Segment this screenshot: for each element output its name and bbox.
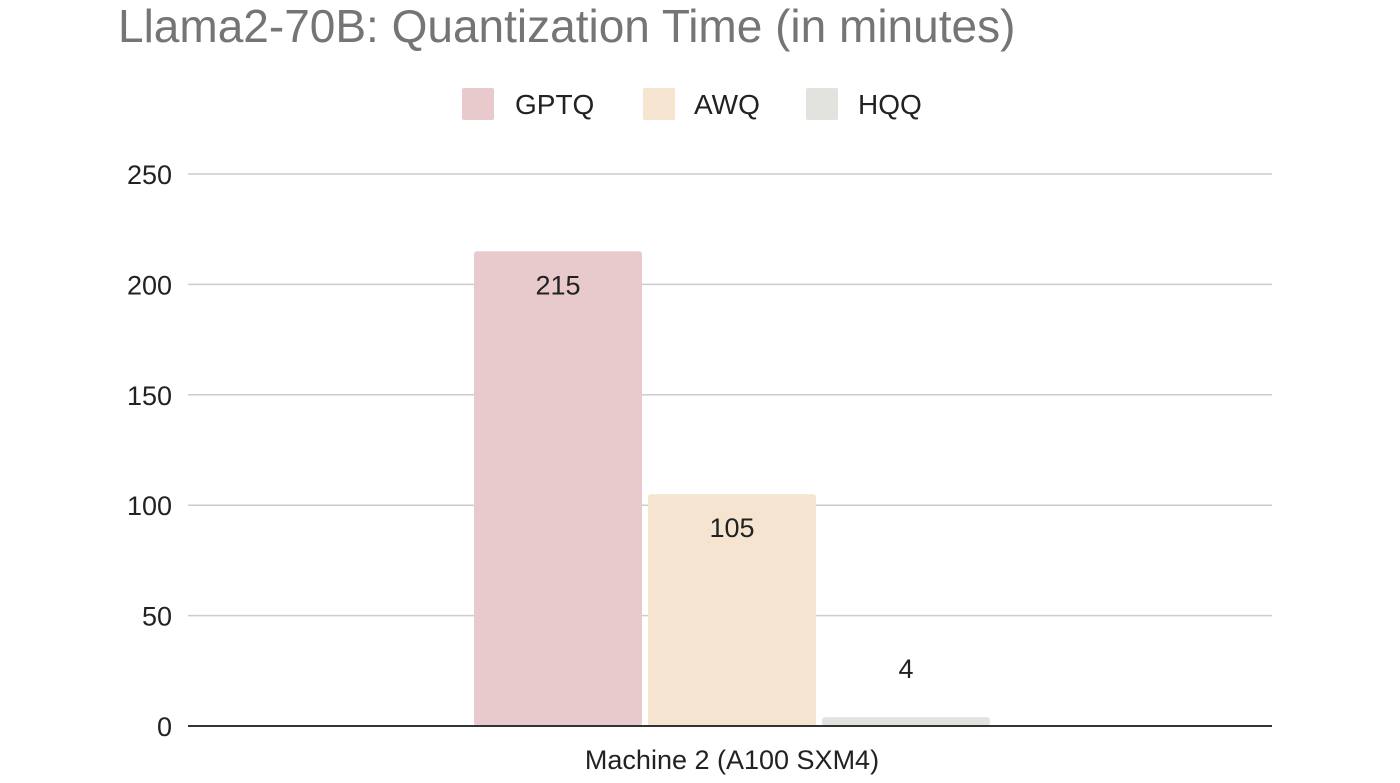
y-tick-label: 250 (127, 160, 172, 190)
y-tick-label: 150 (127, 381, 172, 411)
data-label-gptq: 215 (535, 270, 580, 300)
chart-title: Llama2-70B: Quantization Time (in minute… (118, 0, 1015, 52)
legend-label-awq: AWQ (694, 89, 760, 120)
data-label-hqq: 4 (898, 654, 913, 684)
legend-label-gptq: GPTQ (515, 89, 594, 120)
legend-label-hqq: HQQ (858, 89, 922, 120)
gridlines (188, 173, 1272, 617)
x-category-label: Machine 2 (A100 SXM4) (585, 745, 879, 775)
bars (474, 251, 990, 726)
y-tick-label: 0 (157, 712, 172, 742)
x-axis: Machine 2 (A100 SXM4) (188, 725, 1272, 775)
y-tick-label: 50 (142, 602, 172, 632)
y-axis: 0 50 100 150 200 250 (127, 160, 172, 742)
y-tick-label: 200 (127, 270, 172, 300)
bar-gptq (474, 251, 642, 726)
legend-swatch-awq (643, 88, 675, 120)
legend-swatch-hqq (806, 88, 838, 120)
y-tick-label: 100 (127, 491, 172, 521)
data-labels: 215 105 4 (535, 270, 913, 684)
legend: GPTQ AWQ HQQ (462, 88, 922, 120)
bar-hqq (822, 717, 990, 726)
legend-swatch-gptq (462, 88, 494, 120)
data-label-awq: 105 (709, 513, 754, 543)
bar-awq (648, 494, 816, 726)
